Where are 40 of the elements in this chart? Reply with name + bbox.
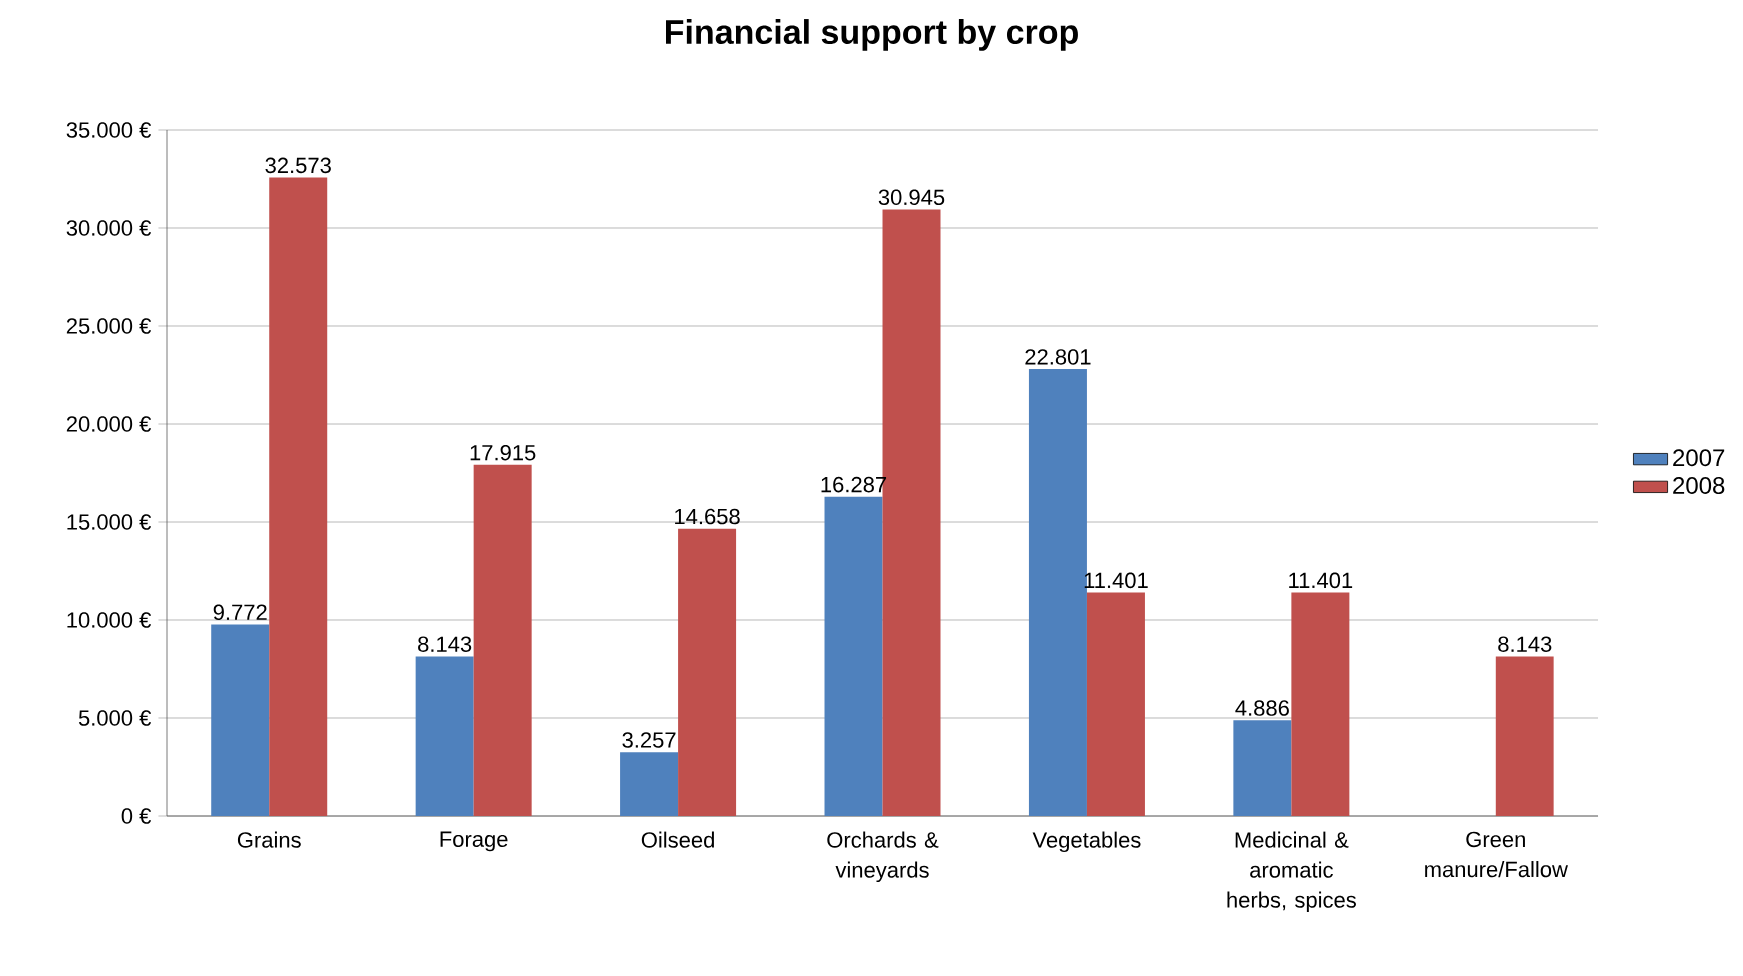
- x-tick-label: Green manure/Fallow: [1425, 831, 1568, 878]
- x-tick-label: Forage: [440, 831, 508, 852]
- data-label: 9.772: [213, 604, 267, 621]
- legend-label: 2007: [1673, 449, 1725, 467]
- data-label: 8.143: [418, 636, 472, 652]
- data-label: 30.945: [878, 189, 945, 206]
- y-tick-label: 15.000 €: [67, 514, 152, 530]
- x-tick-label: Orchards & vineyards: [827, 831, 939, 883]
- y-tick-label: 10.000 €: [67, 612, 152, 628]
- y-tick-label: 20.000 €: [66, 416, 152, 432]
- legend-label: 2008: [1673, 477, 1725, 494]
- data-label: 3.257: [622, 732, 676, 748]
- chart-title: Financial support by crop: [666, 19, 1078, 51]
- data-label: 11.401: [1289, 572, 1353, 589]
- bar: [269, 177, 328, 816]
- bar: [211, 624, 270, 816]
- data-label: 32.573: [265, 157, 331, 174]
- bar: [415, 656, 474, 816]
- data-label: 22.801: [1025, 349, 1091, 365]
- bar: [824, 496, 883, 816]
- y-tick-label: 35.000 €: [66, 122, 152, 138]
- bar: [1086, 592, 1145, 816]
- data-label: 14.658: [675, 508, 740, 525]
- x-tick-label: Grains: [237, 831, 301, 848]
- bar: [1495, 656, 1554, 816]
- data-label: 8.143: [1498, 636, 1552, 652]
- x-tick-label: Medicinal & aromatic herbs, spices: [1227, 831, 1356, 913]
- bar: [678, 528, 737, 816]
- x-tick-label: Vegetables: [1032, 831, 1141, 853]
- y-tick-label: 25.000 €: [66, 318, 152, 334]
- y-tick-label: 0 €: [121, 808, 152, 824]
- y-tick-label: 30.000 €: [66, 220, 152, 236]
- bar: [620, 752, 679, 816]
- bar: [1233, 720, 1292, 816]
- data-label: 4.886: [1235, 700, 1289, 716]
- x-tick-label: Oilseed: [641, 831, 714, 848]
- y-tick-label: 5.000 €: [78, 710, 152, 726]
- bar: [473, 464, 532, 816]
- data-label: 17.915: [470, 444, 536, 461]
- bar: [1291, 592, 1350, 816]
